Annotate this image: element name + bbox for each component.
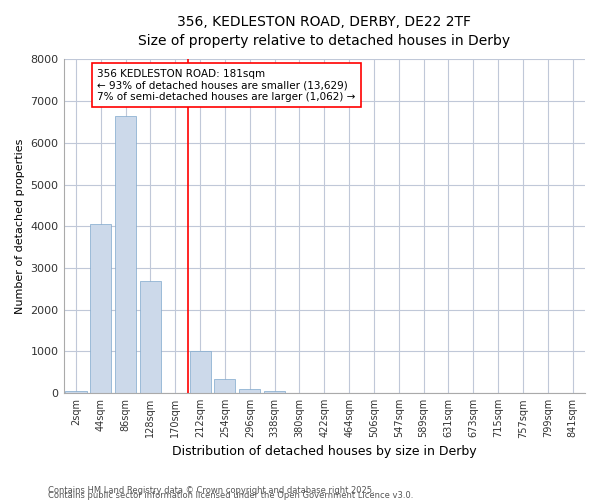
Bar bbox=[264, 391, 285, 393]
Title: 356, KEDLESTON ROAD, DERBY, DE22 2TF
Size of property relative to detached house: 356, KEDLESTON ROAD, DERBY, DE22 2TF Siz… bbox=[138, 15, 511, 48]
Bar bbox=[90, 224, 112, 393]
X-axis label: Distribution of detached houses by size in Derby: Distribution of detached houses by size … bbox=[172, 444, 476, 458]
Text: Contains HM Land Registry data © Crown copyright and database right 2025.: Contains HM Land Registry data © Crown c… bbox=[48, 486, 374, 495]
Y-axis label: Number of detached properties: Number of detached properties bbox=[15, 138, 25, 314]
Text: 356 KEDLESTON ROAD: 181sqm
← 93% of detached houses are smaller (13,629)
7% of s: 356 KEDLESTON ROAD: 181sqm ← 93% of deta… bbox=[97, 68, 355, 102]
Text: Contains public sector information licensed under the Open Government Licence v3: Contains public sector information licen… bbox=[48, 491, 413, 500]
Bar bbox=[65, 391, 86, 393]
Bar bbox=[140, 280, 161, 393]
Bar bbox=[214, 378, 235, 393]
Bar bbox=[115, 116, 136, 393]
Bar bbox=[239, 389, 260, 393]
Bar bbox=[190, 352, 211, 393]
